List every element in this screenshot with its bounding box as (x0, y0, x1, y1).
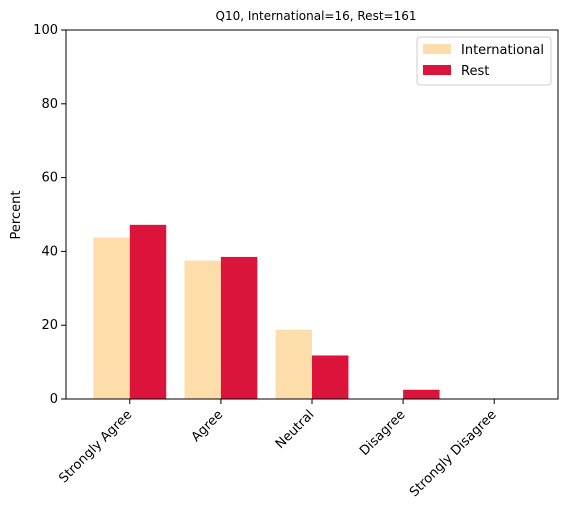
x-tick-label: Strongly Agree (56, 407, 135, 486)
x-tick-label: Neutral (273, 407, 318, 452)
bar-rest-0 (129, 224, 167, 399)
bar-international-2 (275, 329, 312, 399)
x-tick-label: Strongly Disagree (407, 407, 500, 500)
bar-rest-3 (403, 389, 440, 399)
y-tick-label: 100 (33, 23, 58, 38)
bars-group (93, 224, 440, 399)
legend-label: Rest (461, 64, 489, 79)
legend: International Rest (416, 36, 552, 86)
y-tick-label: 20 (41, 318, 58, 333)
x-tick-label: Disagree (357, 407, 408, 458)
x-tick-label: Agree (189, 407, 227, 445)
bar-international-0 (93, 237, 130, 399)
y-tick-label: 60 (41, 171, 58, 186)
y-tick-label: 40 (41, 244, 58, 259)
chart-title: Q10, International=16, Rest=161 (216, 9, 417, 23)
legend-swatch (423, 65, 451, 75)
y-tick-label: 80 (41, 97, 58, 112)
bar-rest-2 (312, 355, 349, 399)
bar-rest-1 (220, 256, 258, 399)
bar-international-1 (184, 260, 221, 399)
legend-label: International (461, 43, 544, 58)
legend-swatch (423, 44, 451, 54)
y-tick-label: 0 (50, 392, 58, 407)
y-axis-label: Percent (9, 191, 24, 240)
